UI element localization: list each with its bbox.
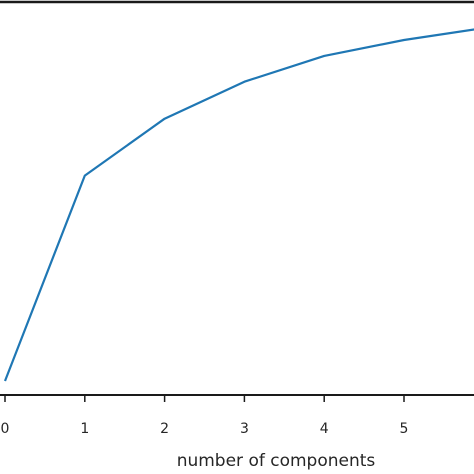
axes — [0, 0, 474, 396]
series-line-0 — [3, 28, 474, 382]
x-tick-label-3: 3 — [240, 421, 249, 437]
x-tick-label-1: 1 — [80, 421, 89, 437]
x-tick-label-2: 2 — [160, 421, 169, 437]
x-ticks: 0 1 2 3 4 5 — [1, 395, 409, 437]
x-tick-label-5: 5 — [400, 421, 409, 437]
x-axis-label: number of components — [177, 451, 376, 471]
x-tick-label-4: 4 — [320, 421, 329, 437]
series-layer — [3, 28, 474, 382]
x-tick-label-0: 0 — [1, 421, 10, 437]
